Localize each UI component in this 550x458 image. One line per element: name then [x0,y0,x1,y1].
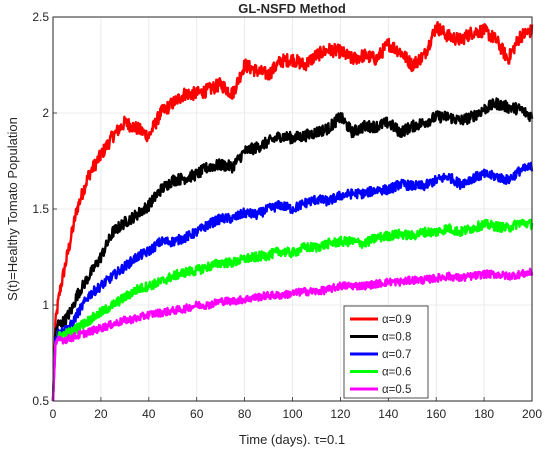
x-tick-label: 0 [50,407,57,421]
legend-items: α=0.9 α=0.8 α=0.7 α=0.6 α=0.5 [350,314,411,396]
y-tick-label: 1 [42,298,49,312]
series-line [51,218,534,402]
y-tick-label: 0.5 [32,394,49,408]
y-tick-label: 1.5 [32,202,49,216]
series-line [51,267,534,402]
legend-label: α=0.6 [382,367,411,379]
chart-title: GL-NSFD Method [238,1,346,16]
series-line [51,97,534,402]
y-axis-ticks: 0.5 1 1.5 2 2.5 [32,10,57,408]
series-line [51,20,534,402]
y-tick-label: 2 [42,106,49,120]
legend-label: α=0.7 [382,349,411,361]
x-tick-label: 120 [330,407,350,421]
legend-label: α=0.5 [382,384,411,396]
x-tick-label: 200 [522,407,542,421]
x-tick-label: 60 [190,407,204,421]
legend-label: α=0.9 [382,314,411,326]
x-axis-ticks: 0 20 40 60 80 100 120 140 160 180 200 [50,397,542,421]
x-tick-label: 160 [426,407,446,421]
x-tick-label: 180 [474,407,494,421]
y-tick-label: 2.5 [32,10,49,24]
x-tick-label: 40 [142,407,156,421]
series-lines [51,20,534,402]
x-tick-label: 20 [94,407,108,421]
legend-label: α=0.8 [382,332,411,344]
x-tick-label: 140 [378,407,398,421]
x-tick-label: 80 [238,407,252,421]
x-tick-label: 100 [282,407,302,421]
y-axis-label: S(t)=Healthy Tomato Population [5,117,20,301]
legend: α=0.9 α=0.8 α=0.7 α=0.6 α=0.5 [343,305,429,399]
series-line [51,161,534,402]
legend-box [343,305,429,399]
x-axis-label: Time (days). τ=0.1 [239,432,345,447]
